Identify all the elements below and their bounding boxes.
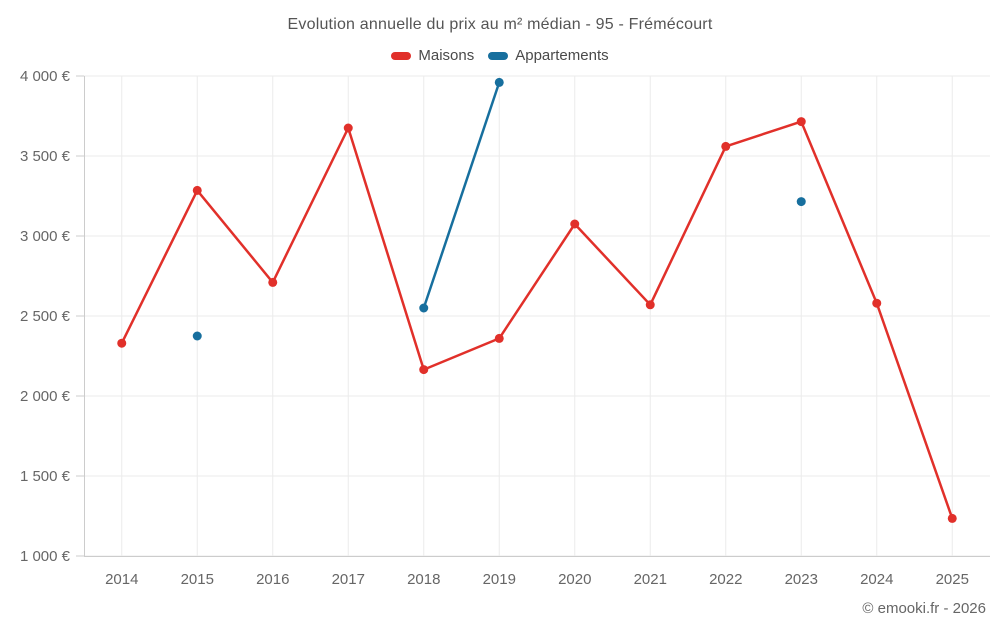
- x-axis-label: 2014: [105, 571, 138, 588]
- data-point-maisons-2017[interactable]: [343, 123, 353, 133]
- x-axis-label: 2016: [256, 571, 289, 588]
- legend-label-maisons: Maisons: [418, 47, 475, 64]
- data-point-appartements-2019[interactable]: [494, 77, 504, 87]
- legend-item-maisons[interactable]: Maisons: [391, 47, 474, 64]
- data-point-maisons-2025[interactable]: [947, 513, 957, 523]
- data-point-appartements-2018[interactable]: [419, 303, 429, 313]
- y-axis-label: 2 000 €: [20, 388, 71, 405]
- legend-item-appartements[interactable]: Appartements: [488, 47, 609, 64]
- x-axis-label: 2021: [634, 571, 667, 588]
- series-line-appartements: [422, 81, 501, 310]
- data-point-appartements-2015[interactable]: [192, 331, 202, 341]
- x-axis-label: 2019: [483, 571, 516, 588]
- data-point-maisons-2019[interactable]: [494, 333, 504, 343]
- data-point-maisons-2022[interactable]: [721, 141, 731, 151]
- appartements-series-swatch-icon: [488, 51, 509, 60]
- y-axis-label: 3 000 €: [20, 228, 71, 245]
- y-axis-label: 4 000 €: [20, 68, 71, 85]
- y-axis-label: 1 000 €: [20, 548, 71, 565]
- x-axis-label: 2020: [558, 571, 591, 588]
- x-axis-label: 2018: [407, 571, 440, 588]
- y-axis-label: 3 500 €: [20, 148, 71, 165]
- data-point-maisons-2023[interactable]: [796, 117, 806, 127]
- x-axis-label: 2015: [181, 571, 214, 588]
- y-axis-label: 1 500 €: [20, 468, 71, 485]
- y-axis-label: 2 500 €: [20, 308, 71, 325]
- credit-link[interactable]: © emooki.fr - 2026: [862, 600, 986, 617]
- data-point-maisons-2015[interactable]: [192, 185, 202, 195]
- x-axis-label: 2017: [332, 571, 365, 588]
- maisons-series-swatch-icon: [391, 51, 412, 60]
- data-point-appartements-2023[interactable]: [796, 197, 806, 207]
- data-point-maisons-2016[interactable]: [268, 277, 278, 287]
- chart-title: Evolution annuelle du prix au m² médian …: [287, 16, 713, 33]
- x-axis-label: 2023: [785, 571, 818, 588]
- data-point-maisons-2021[interactable]: [645, 300, 655, 310]
- x-axis-label: 2025: [936, 571, 969, 588]
- x-axis-label: 2024: [860, 571, 893, 588]
- data-point-maisons-2018[interactable]: [419, 365, 429, 375]
- series-line-maisons: [120, 120, 954, 520]
- data-point-maisons-2024[interactable]: [872, 298, 882, 308]
- legend: Maisons Appartements: [0, 47, 1000, 64]
- legend-label-appartements: Appartements: [515, 47, 609, 64]
- data-point-maisons-2014[interactable]: [117, 338, 127, 348]
- x-axis-label: 2022: [709, 571, 742, 588]
- data-point-maisons-2020[interactable]: [570, 219, 580, 229]
